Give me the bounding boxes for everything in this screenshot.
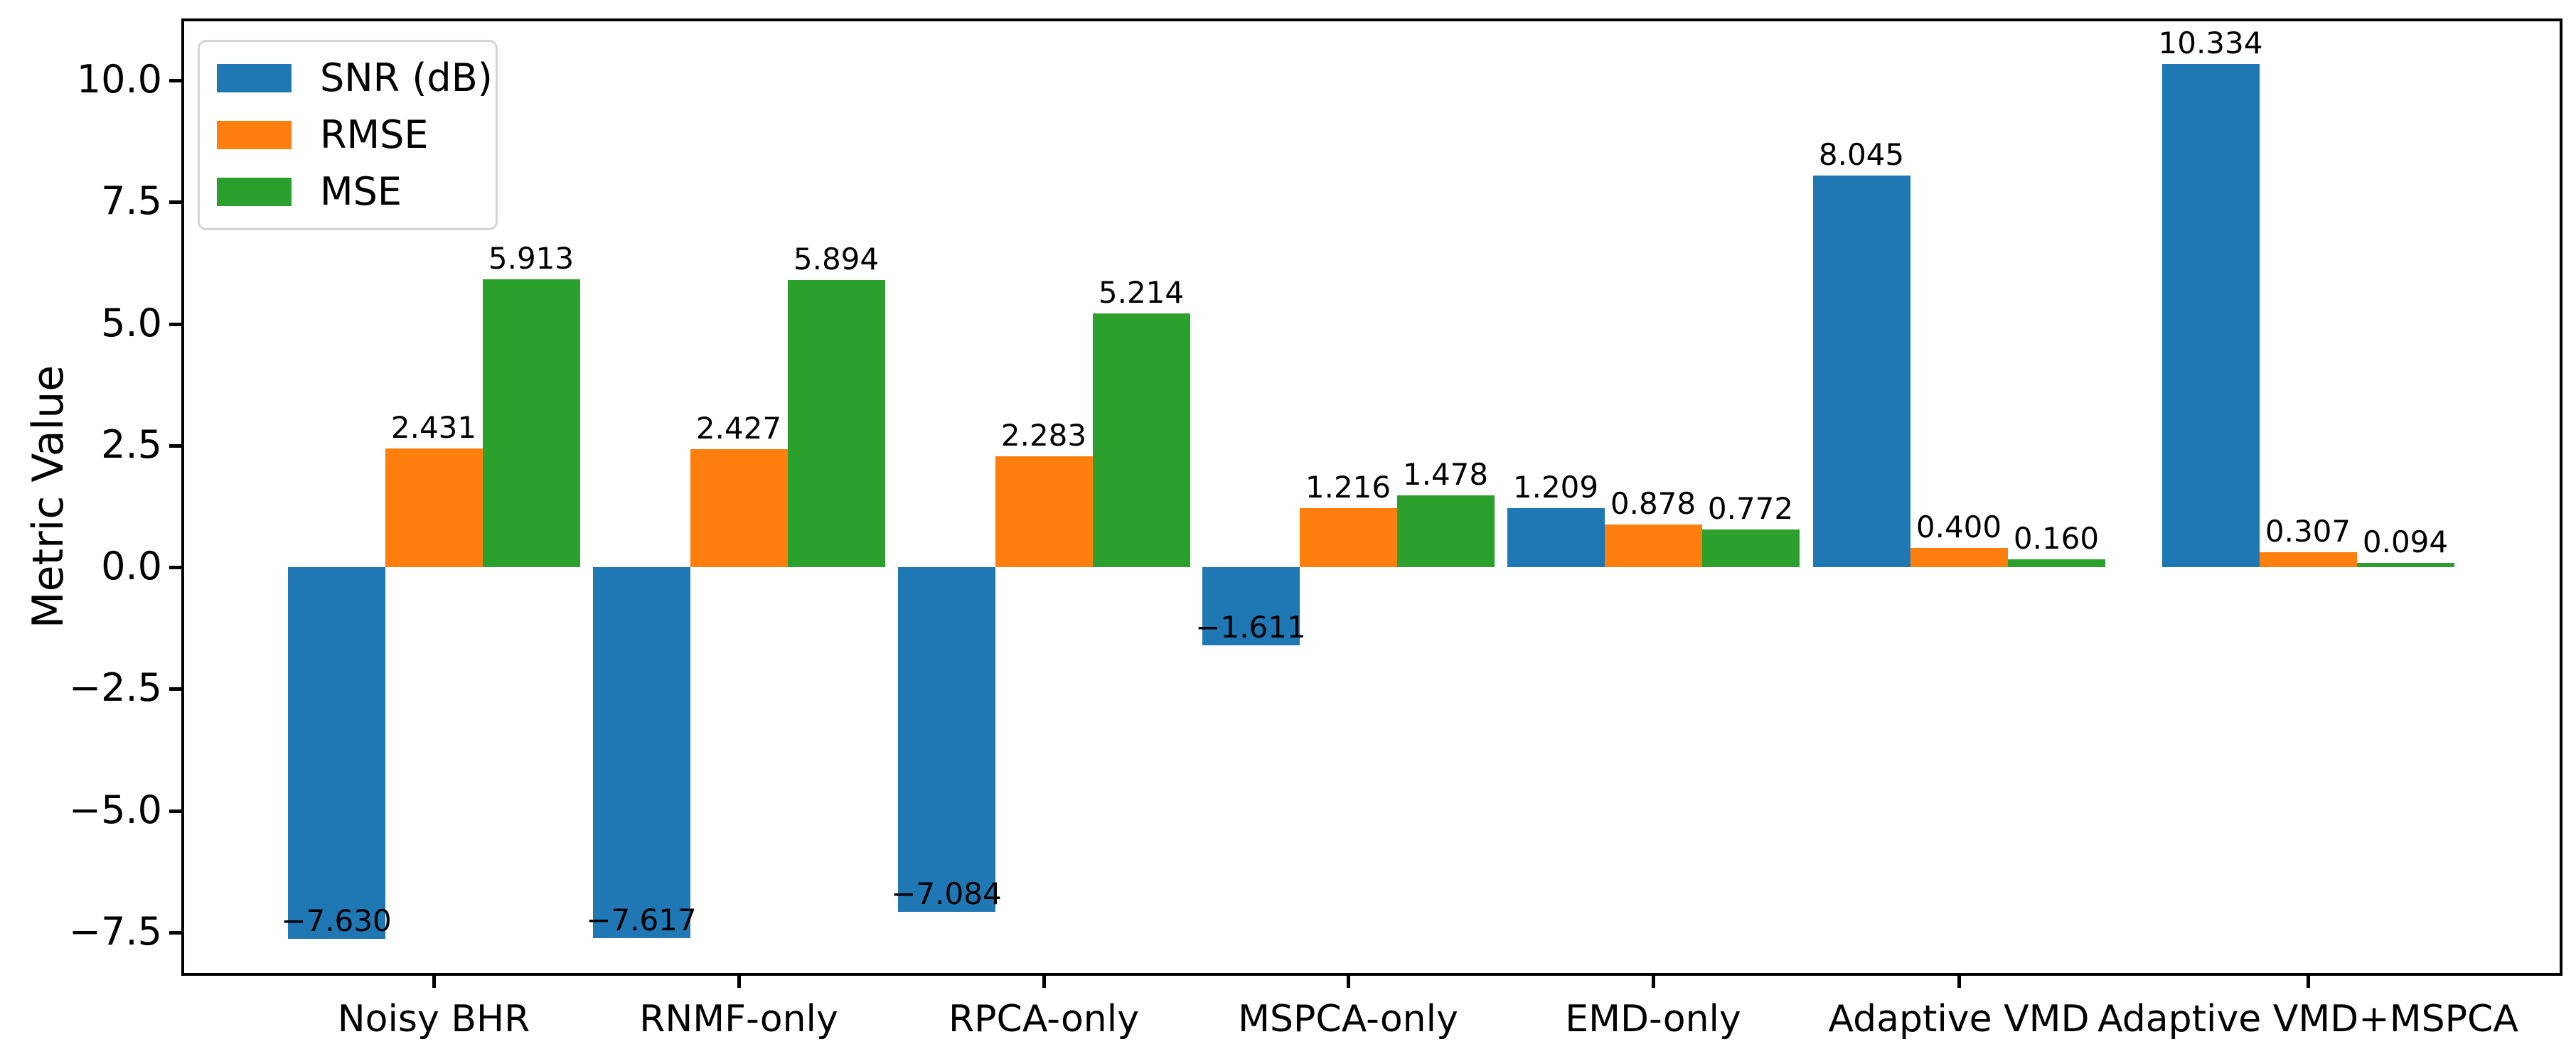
bar-rmse-6 [2259,552,2357,567]
legend-label: RMSE [320,112,429,157]
bar-value-label: 5.894 [793,242,880,277]
bar-value-label: −7.084 [891,876,1002,912]
bar-rmse-4 [1604,524,1702,567]
bar-value-label: 1.209 [1512,470,1599,505]
y-tick-mark [169,200,182,205]
y-tick-label: −2.5 [68,665,162,711]
legend-row-mse: MSE [217,171,479,213]
x-tick-label-noisy-bhr: Noisy BHR [337,998,530,1040]
x-tick-mark [1957,975,1961,988]
bar-value-label: 8.045 [1818,136,1905,172]
y-axis-label: Metric Value [23,365,73,629]
bar-mse-2 [1092,313,1190,567]
x-tick-label-adaptive-vmd-mspca: Adaptive VMD+MSPCA [2097,998,2518,1040]
y-tick-mark [169,809,182,813]
legend-row-rmse: RMSE [217,114,479,156]
bar-snr-db--2 [897,567,995,913]
bar-value-label: 0.878 [1610,485,1696,521]
bar-value-label: 2.431 [390,410,477,446]
y-tick-label: −7.5 [68,908,162,954]
x-tick-label-rnmf-only: RNMF-only [639,998,838,1040]
bar-mse-4 [1701,529,1800,567]
bar-snr-db--4 [1507,508,1605,567]
legend-label: SNR (dB) [320,55,493,100]
bar-mse-1 [787,280,885,567]
legend-row-snr-db-: SNR (dB) [217,58,493,99]
x-tick-mark [1347,975,1350,988]
y-tick-label: −5.0 [68,787,162,832]
bar-mse-5 [2007,559,2105,567]
bar-rmse-0 [385,448,483,567]
x-tick-label-adaptive-vmd: Adaptive VMD [1828,998,2090,1040]
x-tick-mark [737,975,741,988]
y-tick-label: 2.5 [101,421,162,467]
bar-rmse-1 [690,448,788,567]
y-tick-label: 10.0 [76,56,162,102]
bar-snr-db--3 [1202,567,1300,646]
bar-snr-db--0 [287,567,385,939]
bar-rmse-2 [995,456,1093,567]
bar-value-label: 0.307 [2265,513,2351,549]
bar-mse-6 [2356,562,2454,567]
legend-swatch-icon [217,64,292,92]
x-tick-label-emd-only: EMD-only [1565,998,1741,1040]
y-tick-mark [169,687,182,692]
bar-value-label: 2.427 [695,410,782,446]
bar-rmse-3 [1299,507,1397,567]
legend-swatch-icon [217,121,292,149]
bar-value-label: 0.160 [2013,521,2100,556]
y-tick-mark [169,443,182,448]
bar-rmse-5 [1910,547,2008,567]
legend: SNR (dB) RMSE MSE [198,40,498,230]
bar-value-label: 1.216 [1305,469,1391,505]
bar-value-label: 5.913 [488,240,574,276]
y-tick-label: 0.0 [101,543,162,588]
y-tick-mark [169,566,182,569]
bar-mse-3 [1396,495,1495,567]
bar-value-label: 5.214 [1098,274,1185,310]
bar-snr-db--5 [1812,175,1910,567]
y-tick-mark [169,322,182,326]
y-tick-label: 5.0 [101,300,162,345]
x-tick-mark [2307,975,2310,988]
x-tick-mark [1042,975,1046,988]
bar-mse-0 [482,279,580,567]
bar-value-label: −7.617 [586,902,697,937]
bar-value-label: 2.283 [1000,417,1087,453]
bar-value-label: −1.611 [1195,610,1306,645]
y-tick-mark [169,79,182,82]
bar-value-label: 0.400 [1915,509,2002,544]
bar-snr-db--1 [592,567,690,938]
legend-label: MSE [320,169,402,214]
bar-snr-db--6 [2161,64,2260,567]
bar-value-label: −7.630 [281,903,392,938]
x-tick-label-mspca-only: MSPCA-only [1238,998,1458,1040]
bar-value-label: 10.334 [2158,26,2263,61]
x-tick-mark [432,975,436,988]
bar-value-label: 0.772 [1707,491,1794,527]
x-tick-mark [1652,975,1655,988]
x-tick-label-rpca-only: RPCA-only [948,998,1139,1040]
legend-swatch-icon [217,178,292,206]
bar-value-label: 1.478 [1402,456,1489,492]
y-tick-label: 7.5 [101,178,162,224]
y-tick-mark [169,930,182,935]
bar-value-label: 0.094 [2362,524,2449,559]
